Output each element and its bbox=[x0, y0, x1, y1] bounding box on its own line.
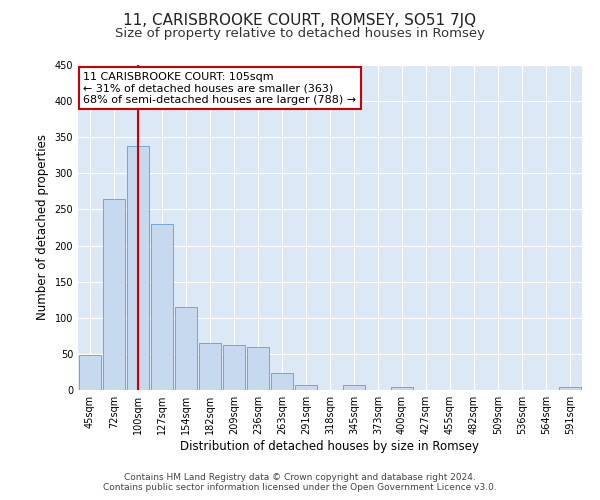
Text: 11, CARISBROOKE COURT, ROMSEY, SO51 7JQ: 11, CARISBROOKE COURT, ROMSEY, SO51 7JQ bbox=[124, 12, 476, 28]
Bar bbox=[175, 307, 197, 390]
Bar bbox=[559, 387, 581, 390]
Text: Size of property relative to detached houses in Romsey: Size of property relative to detached ho… bbox=[115, 28, 485, 40]
Bar bbox=[79, 354, 101, 390]
Bar bbox=[271, 372, 293, 390]
Bar bbox=[127, 146, 149, 390]
X-axis label: Distribution of detached houses by size in Romsey: Distribution of detached houses by size … bbox=[181, 440, 479, 453]
Bar bbox=[199, 343, 221, 390]
Bar bbox=[343, 385, 365, 390]
Bar bbox=[103, 198, 125, 390]
Bar bbox=[247, 346, 269, 390]
Text: 11 CARISBROOKE COURT: 105sqm
← 31% of detached houses are smaller (363)
68% of s: 11 CARISBROOKE COURT: 105sqm ← 31% of de… bbox=[83, 72, 356, 104]
Bar bbox=[223, 345, 245, 390]
Bar bbox=[295, 385, 317, 390]
Text: Contains HM Land Registry data © Crown copyright and database right 2024.
Contai: Contains HM Land Registry data © Crown c… bbox=[103, 473, 497, 492]
Bar bbox=[151, 224, 173, 390]
Bar bbox=[391, 387, 413, 390]
Y-axis label: Number of detached properties: Number of detached properties bbox=[36, 134, 49, 320]
